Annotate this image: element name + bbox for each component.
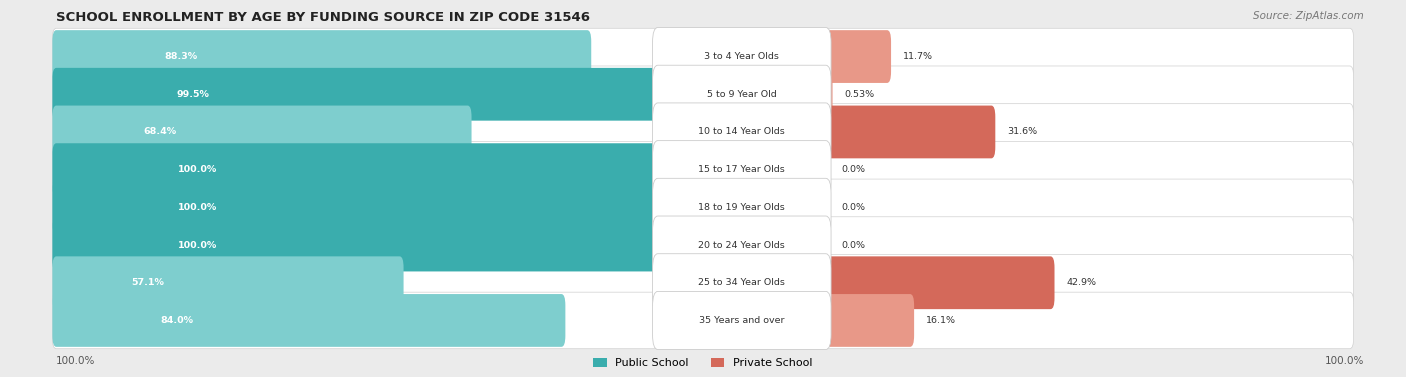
Legend: Public School, Private School: Public School, Private School [591,354,815,371]
FancyBboxPatch shape [652,65,831,123]
FancyBboxPatch shape [52,143,662,196]
Text: 0.0%: 0.0% [841,203,866,212]
Text: 100.0%: 100.0% [56,356,96,366]
Text: 16.1%: 16.1% [925,316,956,325]
Text: 100.0%: 100.0% [1324,356,1364,366]
Text: 31.6%: 31.6% [1007,127,1038,136]
Text: 0.0%: 0.0% [841,165,866,174]
FancyBboxPatch shape [52,106,471,158]
FancyBboxPatch shape [52,104,1354,160]
FancyBboxPatch shape [52,30,592,83]
FancyBboxPatch shape [823,30,891,83]
Text: 20 to 24 Year Olds: 20 to 24 Year Olds [699,241,785,250]
FancyBboxPatch shape [52,256,404,309]
Text: 15 to 17 Year Olds: 15 to 17 Year Olds [699,165,785,174]
FancyBboxPatch shape [652,141,831,199]
FancyBboxPatch shape [52,292,1354,349]
FancyBboxPatch shape [52,68,658,121]
FancyBboxPatch shape [52,66,1354,123]
Text: 0.53%: 0.53% [844,90,875,99]
FancyBboxPatch shape [52,294,565,347]
FancyBboxPatch shape [652,178,831,236]
FancyBboxPatch shape [52,217,1354,273]
FancyBboxPatch shape [652,103,831,161]
FancyBboxPatch shape [52,254,1354,311]
FancyBboxPatch shape [652,216,831,274]
Text: 3 to 4 Year Olds: 3 to 4 Year Olds [704,52,779,61]
Text: 68.4%: 68.4% [143,127,176,136]
Text: 10 to 14 Year Olds: 10 to 14 Year Olds [699,127,785,136]
FancyBboxPatch shape [823,68,832,121]
FancyBboxPatch shape [652,254,831,312]
FancyBboxPatch shape [52,179,1354,236]
Text: 5 to 9 Year Old: 5 to 9 Year Old [707,90,776,99]
Text: 25 to 34 Year Olds: 25 to 34 Year Olds [699,278,785,287]
Text: 57.1%: 57.1% [131,278,165,287]
FancyBboxPatch shape [823,106,995,158]
Text: 100.0%: 100.0% [177,165,217,174]
Text: SCHOOL ENROLLMENT BY AGE BY FUNDING SOURCE IN ZIP CODE 31546: SCHOOL ENROLLMENT BY AGE BY FUNDING SOUR… [56,11,591,24]
FancyBboxPatch shape [652,291,831,349]
FancyBboxPatch shape [652,28,831,86]
FancyBboxPatch shape [52,28,1354,85]
FancyBboxPatch shape [823,256,1054,309]
Text: 100.0%: 100.0% [177,203,217,212]
FancyBboxPatch shape [52,219,662,271]
Text: 88.3%: 88.3% [165,52,198,61]
Text: 35 Years and over: 35 Years and over [699,316,785,325]
Text: 11.7%: 11.7% [903,52,932,61]
Text: 18 to 19 Year Olds: 18 to 19 Year Olds [699,203,785,212]
Text: 84.0%: 84.0% [160,316,193,325]
Text: 99.5%: 99.5% [177,90,209,99]
Text: Source: ZipAtlas.com: Source: ZipAtlas.com [1253,11,1364,21]
FancyBboxPatch shape [52,181,662,234]
FancyBboxPatch shape [823,294,914,347]
Text: 42.9%: 42.9% [1066,278,1097,287]
Text: 100.0%: 100.0% [177,241,217,250]
Text: 0.0%: 0.0% [841,241,866,250]
FancyBboxPatch shape [52,141,1354,198]
